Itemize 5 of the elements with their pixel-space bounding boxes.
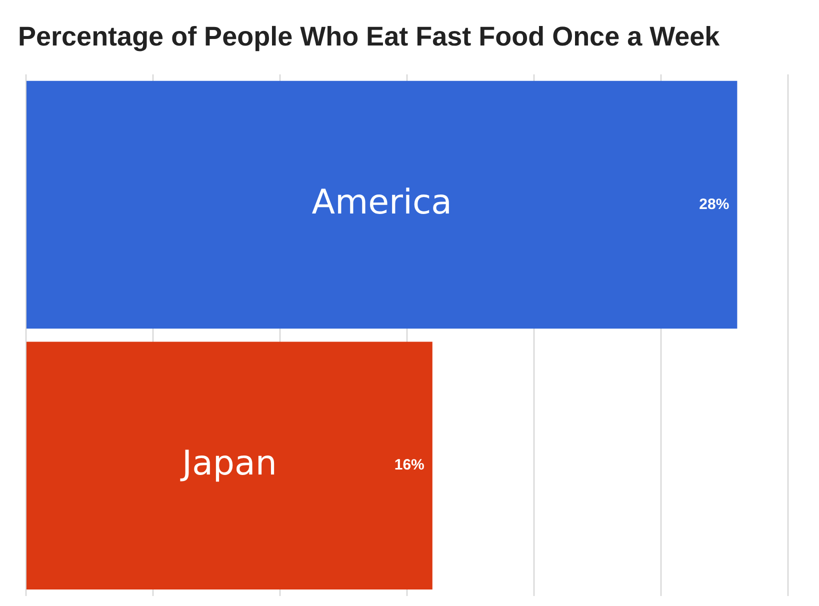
chart-title: Percentage of People Who Eat Fast Food Once a Week	[18, 22, 721, 52]
data-label: 16%	[394, 456, 424, 474]
y-tick-label: Japan	[180, 443, 277, 484]
y-tick-label: America	[312, 182, 452, 223]
data-label: 28%	[699, 196, 730, 213]
